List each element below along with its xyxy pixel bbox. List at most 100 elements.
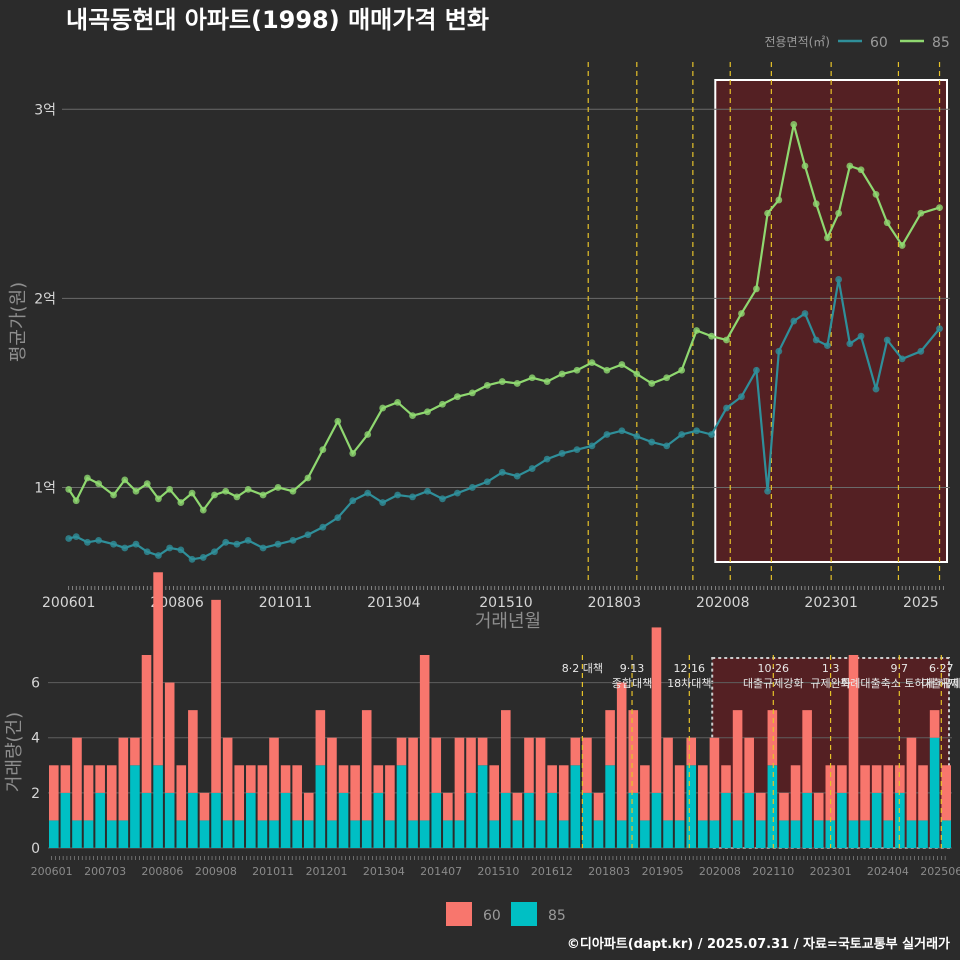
bar-60 [176, 765, 187, 821]
data-point-60 [753, 366, 760, 374]
data-point-85 [824, 234, 831, 242]
data-point-60 [573, 446, 581, 454]
bar-85 [535, 820, 546, 848]
bar-60 [385, 765, 395, 821]
bar-60 [222, 737, 233, 821]
data-point-60 [846, 340, 854, 348]
x-tick-label: 200601 [31, 865, 73, 878]
event-label: 12·16 [674, 662, 706, 675]
data-point-60 [588, 442, 596, 450]
bar-85 [547, 792, 557, 848]
bar-60 [651, 627, 662, 793]
bar-85 [292, 820, 302, 848]
data-point-60 [678, 431, 686, 438]
data-point-85 [790, 121, 798, 128]
legend-swatch-85 [511, 902, 537, 926]
data-point-85 [543, 378, 551, 385]
bar-85 [106, 820, 117, 848]
bar-85 [570, 765, 581, 848]
bar-85 [501, 792, 511, 848]
bar-85 [466, 792, 476, 848]
y-axis-title: 거래량(건) [4, 712, 25, 792]
bar-60 [280, 765, 291, 793]
bar-60 [95, 765, 105, 793]
bar-60 [663, 737, 673, 821]
bar-85 [246, 792, 256, 848]
data-point-60 [468, 484, 476, 491]
bar-60 [848, 655, 859, 821]
y-tick-label: 6 [31, 676, 40, 692]
bar-85 [790, 820, 801, 848]
data-point-85 [233, 493, 241, 501]
bar-60 [118, 737, 129, 821]
data-point-85 [883, 219, 891, 227]
event-label: 18차대책 [667, 677, 711, 690]
bar-60 [918, 765, 928, 821]
y-tick-label: 2억 [34, 291, 56, 307]
bar-85 [176, 820, 187, 848]
data-point-85 [898, 242, 906, 249]
data-point-60 [775, 347, 783, 355]
bar-85 [454, 820, 465, 848]
bar-60 [813, 792, 824, 821]
data-point-85 [835, 209, 843, 217]
data-point-60 [454, 489, 461, 497]
bar-60 [396, 737, 407, 766]
bar-85 [744, 792, 754, 848]
bar-60 [257, 765, 268, 821]
data-point-60 [259, 544, 267, 552]
data-point-85 [349, 450, 357, 457]
bar-60 [489, 765, 499, 821]
bar-85 [929, 737, 940, 848]
data-point-60 [177, 546, 185, 554]
bar-60 [164, 682, 175, 793]
x-tick-label: 200806 [150, 595, 204, 611]
bar-60 [211, 599, 221, 793]
data-point-85 [633, 370, 641, 378]
data-point-60 [222, 538, 230, 546]
bar-85 [269, 820, 279, 848]
legend-title: 전용면적(㎡) [764, 35, 830, 49]
x-tick-label: 202506 [920, 865, 960, 878]
bar-85 [512, 820, 523, 848]
bar-60 [524, 737, 534, 793]
data-point-85 [166, 485, 174, 493]
x-axis-title: 거래년월 [475, 611, 541, 632]
bar-60 [408, 737, 418, 821]
data-point-85 [857, 166, 865, 174]
data-point-85 [132, 487, 140, 495]
event-label: 대출규제 [921, 677, 960, 690]
bar-60 [292, 765, 302, 821]
data-point-60 [394, 491, 402, 499]
x-tick-label: 201011 [259, 595, 312, 611]
data-point-60 [936, 325, 943, 333]
event-label: 규제완화 [810, 677, 850, 690]
data-point-60 [801, 310, 809, 317]
data-point-85 [753, 285, 760, 293]
bar-85 [361, 820, 372, 848]
data-point-60 [708, 431, 715, 438]
data-point-85 [846, 162, 854, 170]
y-tick-label: 2 [31, 786, 40, 802]
bar-60 [547, 765, 557, 793]
legend-label-85: 85 [548, 908, 566, 924]
data-point-85 [917, 209, 925, 217]
x-tick-label: 201407 [420, 865, 462, 878]
data-point-60 [812, 336, 820, 344]
event-label: 1·3 [822, 662, 840, 675]
event-label: 대출규제강화 [743, 677, 804, 690]
data-point-60 [764, 487, 772, 495]
x-tick-label: 202110 [752, 865, 794, 878]
bar-85 [408, 820, 418, 848]
bar-60 [883, 765, 894, 821]
bar-85 [327, 820, 337, 848]
x-tick-label: 201011 [252, 865, 294, 878]
x-tick-label: 201510 [477, 865, 519, 878]
data-point-85 [468, 389, 476, 397]
bar-60 [895, 765, 905, 793]
bar-60 [477, 737, 488, 766]
bar-60 [49, 765, 59, 821]
bar-85 [779, 820, 789, 848]
x-tick-label: 202008 [699, 865, 741, 878]
data-point-85 [95, 480, 103, 488]
